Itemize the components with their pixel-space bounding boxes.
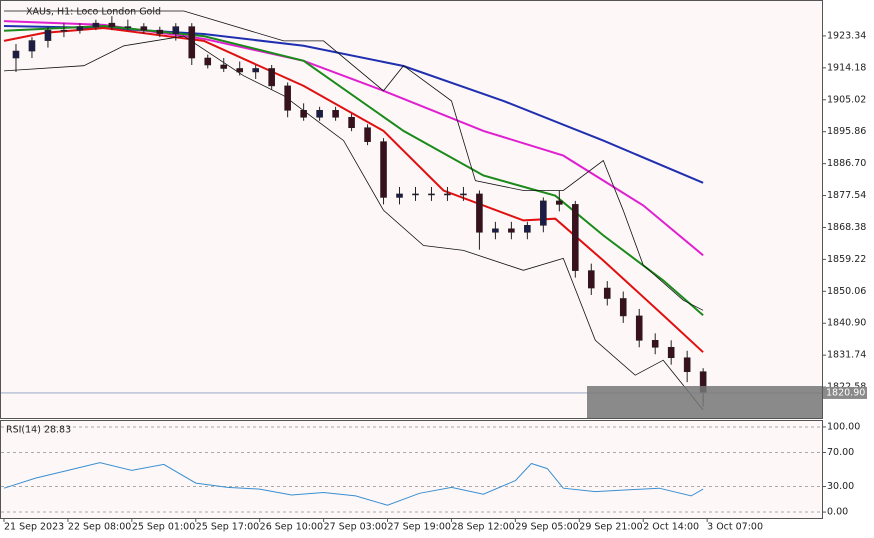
x-tick-label: 28 Sep 12:00 <box>451 522 514 533</box>
last-price-box <box>823 386 867 399</box>
last-price-label: 1820.90 <box>826 387 865 398</box>
candle-body <box>12 50 20 59</box>
indicator-line <box>3 35 704 411</box>
candle-body <box>492 228 499 233</box>
candle-body <box>364 127 371 142</box>
candle-body <box>683 357 691 372</box>
candle-body <box>635 315 643 341</box>
candle-body <box>108 22 116 27</box>
x-tick-label: 3 Oct 07:00 <box>707 522 763 533</box>
candle-body <box>508 228 515 233</box>
candle-body <box>204 57 212 66</box>
indicator-line <box>3 26 704 353</box>
rsi-line <box>3 462 704 506</box>
indicator-line <box>3 24 704 316</box>
x-tick-label: 22 Sep 08:00 <box>68 522 131 533</box>
candle-body <box>572 204 579 271</box>
y-tick-label: 100.00 <box>827 421 860 432</box>
x-tick-label: 27 Sep 03:00 <box>324 522 387 533</box>
y-tick-label: 0.00 <box>827 507 848 518</box>
x-tick-label: 25 Sep 01:00 <box>132 522 195 533</box>
candle-body <box>444 193 451 196</box>
candle-body <box>524 225 531 233</box>
y-tick-label: 1923.34 <box>827 30 866 41</box>
candle-body <box>619 298 627 317</box>
price-panel <box>0 0 823 419</box>
candle-body <box>140 26 148 31</box>
candle-body <box>28 40 36 52</box>
y-tick-label: 1877.54 <box>827 190 866 201</box>
y-tick-label: 1886.70 <box>827 158 866 169</box>
y-tick-label: 1859.22 <box>827 254 866 265</box>
candle-body <box>172 26 180 34</box>
indicator-line <box>4 10 704 311</box>
x-tick-label: 21 Sep 2023 <box>4 522 64 533</box>
x-tick-label: 29 Sep 05:00 <box>515 522 578 533</box>
y-tick-label: 70.00 <box>827 447 854 458</box>
candle-body <box>76 26 84 31</box>
candle-body <box>412 193 419 196</box>
candle-body <box>284 85 291 111</box>
rsi-panel <box>0 420 823 519</box>
candle-body <box>332 109 339 118</box>
candle-body <box>540 200 547 226</box>
candle-body <box>316 109 323 118</box>
candle-body <box>300 109 307 118</box>
candle-body <box>667 346 675 359</box>
candle-body <box>252 68 259 73</box>
candle-body <box>348 116 355 129</box>
selection-overlay <box>587 386 822 418</box>
candle-body <box>156 29 164 34</box>
x-tick-label: 29 Sep 21:00 <box>579 522 642 533</box>
candle-body <box>124 26 132 28</box>
candle-body <box>220 64 228 69</box>
y-tick-label: 30.00 <box>827 481 854 492</box>
y-tick-label: 1914.18 <box>827 62 866 73</box>
candle-body <box>428 193 435 196</box>
candle-body <box>396 193 403 198</box>
candle-body <box>476 193 483 233</box>
candle-body <box>460 193 467 196</box>
indicator-line <box>3 25 704 184</box>
candle-body <box>236 68 244 73</box>
chart-title: XAUs, H1: Loco London Gold <box>26 7 161 18</box>
candle-body <box>587 270 595 289</box>
y-tick-label: 1840.90 <box>827 318 866 329</box>
y-tick-label: 1905.02 <box>827 94 866 105</box>
candle-body <box>380 141 387 198</box>
x-tick-label: 26 Sep 10:00 <box>260 522 323 533</box>
y-tick-label: 1868.38 <box>827 222 866 233</box>
candle-body <box>603 287 611 299</box>
candle-body <box>92 22 100 27</box>
y-tick-label: 1831.74 <box>827 350 866 361</box>
candle-body <box>188 26 196 59</box>
y-tick-label: 1895.86 <box>827 126 866 137</box>
x-tick-label: 27 Sep 19:00 <box>388 522 451 533</box>
y-tick-label: 1850.06 <box>827 286 866 297</box>
rsi-title: RSI(14) 28.83 <box>6 425 71 436</box>
x-tick-label: 25 Sep 17:00 <box>196 522 259 533</box>
x-tick-label: 2 Oct 14:00 <box>643 522 699 533</box>
candle-body <box>60 29 68 32</box>
candle-body <box>268 68 275 87</box>
candle-body <box>651 340 659 348</box>
plot-layer: 1923.34 1914.18 1905.02 1895.86 1886.70 1877.… <box>1 10 867 533</box>
candle-body <box>556 200 563 205</box>
candle-body <box>44 29 52 41</box>
